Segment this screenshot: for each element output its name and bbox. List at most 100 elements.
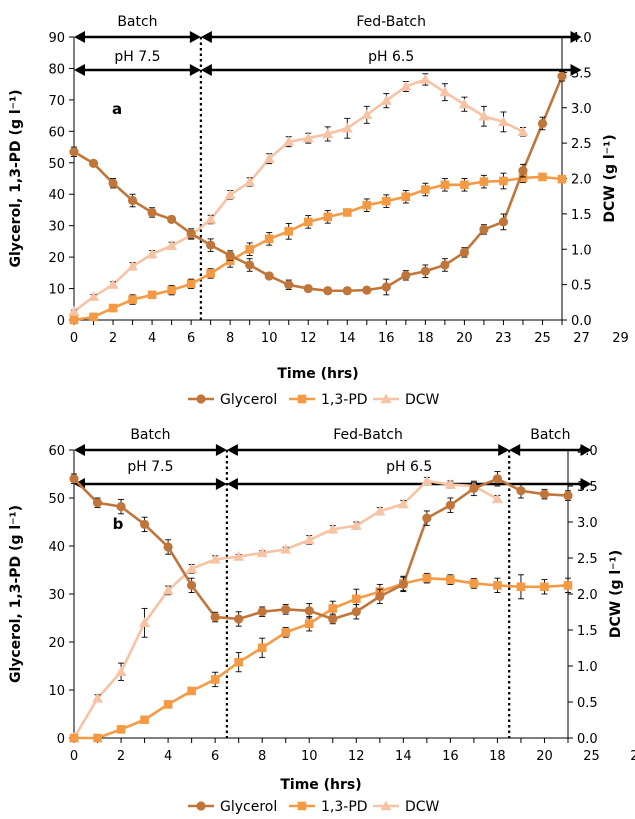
- data-point: [187, 580, 197, 590]
- x-tick-label: 0: [70, 749, 78, 764]
- data-point: [539, 489, 550, 499]
- data-point: [362, 285, 372, 295]
- legend: Glycerol 1,3-PD DCW: [188, 799, 440, 815]
- legend-label: 1,3-PD: [321, 392, 368, 408]
- data-point: [108, 178, 118, 188]
- x-tick-label: 14: [339, 331, 356, 346]
- data-point: [362, 200, 372, 210]
- legend-label: DCW: [405, 799, 440, 815]
- x-tick-label: 20: [456, 331, 473, 346]
- y-tick-label-left: 10: [48, 684, 65, 699]
- ph-arrow: [74, 64, 201, 76]
- data-point: [446, 575, 455, 584]
- data-point: [444, 479, 456, 489]
- phase-label: Batch: [117, 14, 157, 30]
- legend-swatch-marker: [297, 801, 307, 811]
- data-point: [328, 604, 338, 613]
- data-point: [469, 579, 479, 588]
- y-tick-label-right: 3.0: [571, 102, 592, 117]
- data-point: [263, 153, 275, 163]
- data-point: [540, 582, 549, 592]
- panel-label: a: [112, 100, 122, 118]
- data-point: [127, 260, 139, 271]
- y-tick-label-left: 80: [48, 62, 65, 77]
- data-point: [342, 208, 352, 217]
- data-point: [210, 612, 220, 622]
- data-point: [400, 81, 412, 91]
- data-point: [381, 282, 391, 292]
- ph-arrow-head-right: [215, 478, 227, 490]
- y-tick-label-right: 0.0: [571, 314, 592, 329]
- data-point: [116, 502, 126, 512]
- data-point: [146, 248, 158, 259]
- y-axis-title-left: Glycerol, 1,3-PD (g l⁻¹): [8, 505, 24, 683]
- x-tick-label: 10: [261, 331, 278, 346]
- x-tick-label: 6: [211, 749, 219, 764]
- data-point: [538, 172, 547, 182]
- data-point: [69, 315, 79, 325]
- y-tick-label-left: 60: [48, 125, 65, 140]
- data-point: [342, 286, 352, 296]
- data-point: [479, 177, 489, 186]
- y-tick-label-left: 0: [57, 732, 65, 747]
- data-point: [209, 553, 221, 564]
- phase-arrow-head-right: [570, 31, 582, 43]
- ph-arrow-head-left: [226, 478, 238, 490]
- x-tick-label: 18: [417, 331, 434, 346]
- data-point: [422, 513, 432, 523]
- x-tick-label: 18: [489, 749, 506, 764]
- data-point: [89, 312, 98, 322]
- data-point: [281, 604, 291, 614]
- ph-arrow-head-right: [570, 64, 582, 76]
- x-tick-label: 16: [378, 331, 395, 346]
- data-point: [516, 582, 526, 592]
- series-line: [73, 175, 563, 322]
- phase-arrow-head-right: [189, 31, 201, 43]
- y-tick-label-right: 2.5: [571, 137, 592, 152]
- y-tick-label-right: 1.5: [577, 624, 598, 639]
- y-tick-label-left: 50: [48, 492, 65, 507]
- data-point: [563, 491, 573, 501]
- data-point: [421, 185, 430, 194]
- data-point: [516, 486, 526, 496]
- data-point: [323, 286, 333, 296]
- phase-arrow-head-right: [498, 444, 510, 456]
- data-point: [323, 212, 333, 222]
- ph-arrow: [226, 478, 592, 490]
- data-point: [374, 505, 386, 516]
- data-point: [92, 692, 104, 703]
- data-point: [163, 542, 173, 552]
- data-point: [210, 675, 220, 684]
- x-tick-label: 10: [301, 749, 318, 764]
- phase-arrow-head-left: [74, 31, 85, 43]
- y-tick-label-right: 2.0: [571, 173, 592, 188]
- y-tick-label-left: 20: [48, 251, 65, 266]
- data-point: [341, 122, 353, 133]
- phase-arrow-head-right: [215, 444, 227, 456]
- data-point: [147, 207, 157, 218]
- data-point: [115, 666, 127, 676]
- data-point: [162, 584, 174, 595]
- data-point: [163, 700, 173, 709]
- phase-arrow: [226, 444, 510, 456]
- data-point: [303, 283, 313, 294]
- data-point: [497, 116, 509, 127]
- data-point: [537, 118, 548, 129]
- y-tick-label-left: 10: [48, 283, 65, 298]
- data-point: [361, 109, 373, 120]
- data-point: [264, 234, 274, 244]
- data-point: [499, 176, 508, 186]
- x-tick-label: 8: [226, 331, 234, 346]
- data-point: [281, 628, 291, 637]
- legend-swatch-marker: [196, 394, 206, 404]
- data-point: [205, 214, 217, 224]
- y-tick-label-left: 20: [48, 636, 65, 651]
- x-tick-label: 16: [442, 749, 459, 764]
- chart-panel-a: 01020304050607080900.00.51.01.52.02.53.0…: [8, 14, 629, 408]
- data-point: [167, 214, 177, 224]
- series-1-3-pd: [69, 572, 573, 743]
- x-tick-label: 2: [109, 331, 117, 346]
- data-point: [397, 498, 409, 509]
- y-tick-label-left: 30: [48, 220, 65, 235]
- y-axis-title-left: Glycerol, 1,3-PD (g l⁻¹): [8, 89, 24, 267]
